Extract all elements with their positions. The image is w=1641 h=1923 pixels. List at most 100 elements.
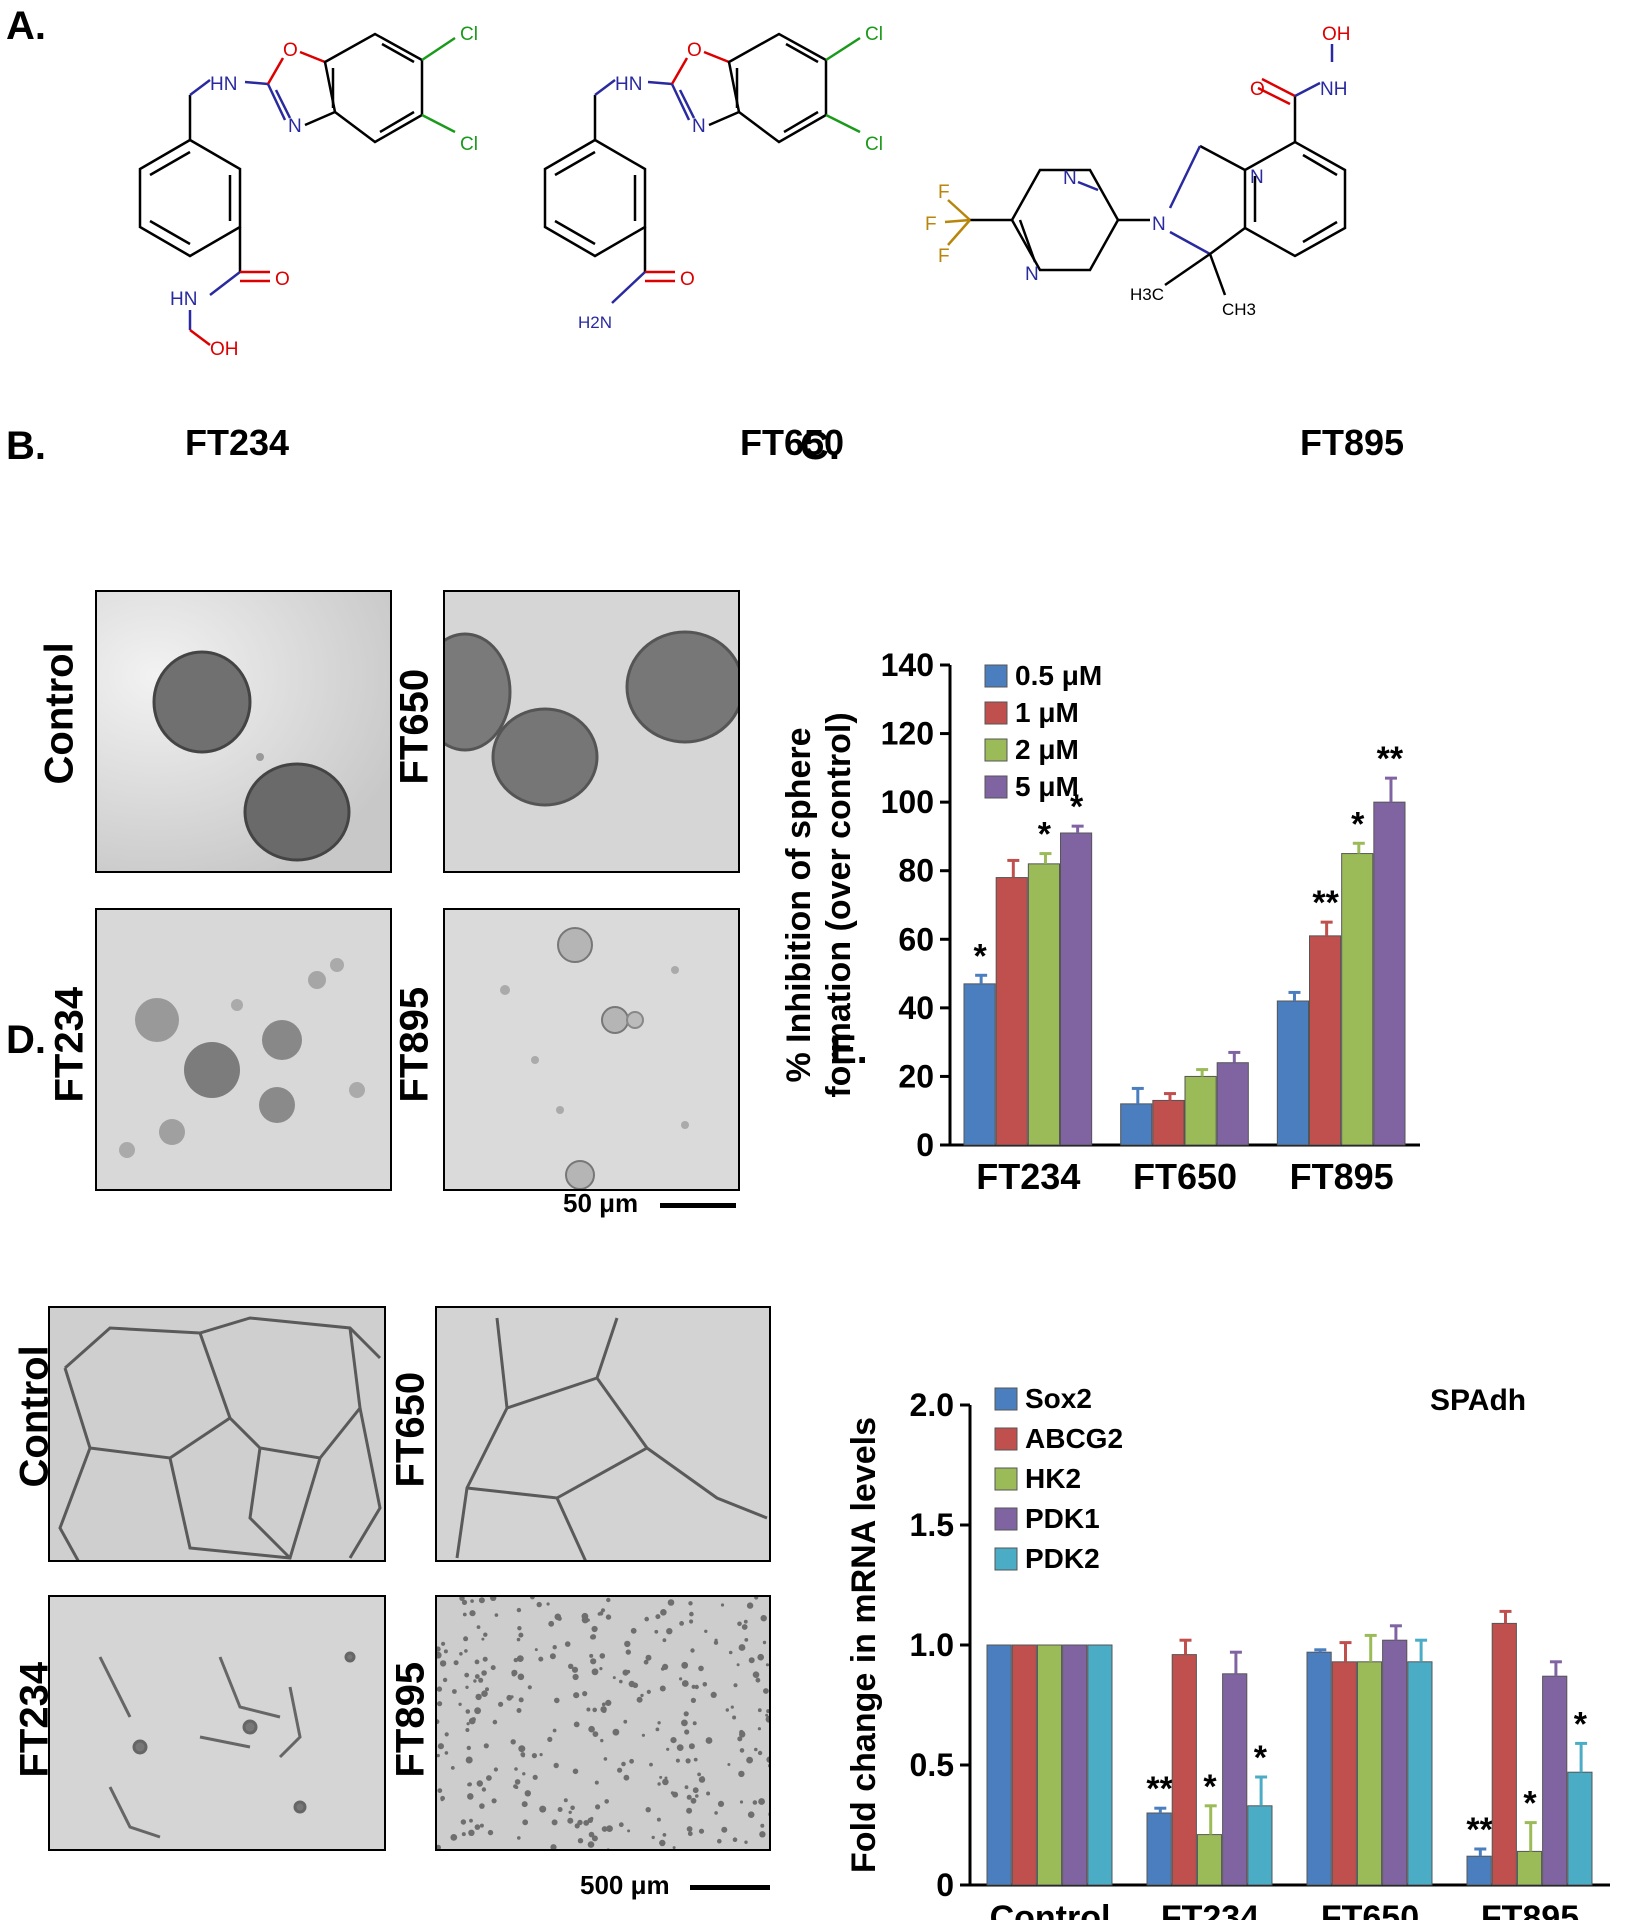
cell-dot [704, 1629, 708, 1633]
cell-dot [590, 1658, 597, 1665]
cell-dot [692, 1721, 697, 1726]
compound-name-ft234: FT234 [185, 422, 290, 463]
bar [1146, 1812, 1172, 1886]
atom-n: N [1152, 214, 1166, 235]
cell-dot [465, 1756, 473, 1764]
cell-dot [601, 1702, 606, 1707]
cell-dot [586, 1707, 591, 1712]
cell-dot [483, 1632, 488, 1637]
cell-dot [697, 1772, 701, 1777]
cell-dot [510, 1739, 516, 1745]
cell-dot [461, 1599, 468, 1605]
cell-dot [691, 1684, 696, 1689]
bar [1120, 1103, 1153, 1146]
cell-dot [688, 1743, 695, 1750]
cell-dot [518, 1745, 526, 1753]
significance-marker: ** [1377, 740, 1404, 778]
cell-dot [510, 1695, 514, 1699]
cell-dot [444, 1751, 449, 1755]
legend-label: ABCG2 [1025, 1423, 1123, 1454]
cell-dot [492, 1719, 498, 1725]
cell-dot [437, 1686, 443, 1692]
bar [1373, 801, 1406, 1146]
cell-dot [686, 1794, 692, 1800]
scale-bar-label-b: 50 μm [563, 1188, 639, 1218]
atom-o: O [680, 269, 695, 290]
cell-dot [730, 1705, 734, 1709]
cell-dot [450, 1766, 455, 1770]
cell-dot [474, 1674, 480, 1679]
atom-hn: HN [615, 74, 642, 95]
cell-dot [581, 1612, 589, 1620]
bar [1276, 1000, 1310, 1146]
bar [1184, 1075, 1217, 1146]
cell-dot [687, 1831, 693, 1837]
cell-dot [594, 1780, 599, 1785]
legend-swatch [984, 738, 1008, 762]
cell-dot [437, 1701, 443, 1707]
cell-dot [536, 1601, 542, 1608]
cell-dot [595, 1804, 601, 1810]
cell-dot [491, 1798, 497, 1804]
cell-dot [591, 1835, 598, 1842]
cell-dot [623, 1719, 628, 1724]
cell-dot [686, 1807, 693, 1814]
cell-dot [659, 1839, 666, 1847]
legend-label: 5 μM [1015, 771, 1079, 802]
cell-dot [521, 1801, 528, 1808]
cell-dot [485, 1687, 489, 1692]
legend-swatch [994, 1507, 1018, 1531]
cell-dot [476, 1780, 483, 1787]
atom-n: N [1063, 168, 1077, 189]
bar [1356, 1661, 1383, 1886]
cell-dot [490, 1665, 496, 1671]
cell-dot [467, 1782, 472, 1787]
cell-dot [762, 1640, 767, 1645]
cell-dot [621, 1761, 626, 1767]
bar [1171, 1654, 1197, 1886]
cell-dot [443, 1649, 448, 1654]
cell-dot [462, 1612, 467, 1617]
cell-dot [612, 1676, 616, 1680]
bar [1542, 1675, 1568, 1886]
cell-dot [643, 1659, 649, 1665]
cell-dot [705, 1737, 713, 1744]
cell-dot [588, 1725, 595, 1733]
cell-dot [550, 1844, 557, 1849]
bar [1196, 1834, 1223, 1886]
cell-dot [588, 1831, 595, 1838]
atom-nh: NH [1320, 79, 1347, 100]
cell-dot [690, 1697, 696, 1703]
bar [1060, 832, 1093, 1146]
cell-dot [518, 1697, 524, 1703]
cell-dot [766, 1709, 769, 1714]
cell-dot [679, 1621, 684, 1626]
cell-dot [641, 1733, 645, 1737]
bar [1309, 935, 1342, 1146]
tube-image-control [48, 1306, 386, 1562]
significance-marker: * [1254, 1739, 1268, 1777]
cell-dot [441, 1641, 446, 1646]
y-tick-label: 1.0 [910, 1627, 954, 1663]
cell-dot [645, 1807, 651, 1813]
bar [1062, 1644, 1088, 1886]
panel-label-a: A. [6, 4, 46, 48]
cell-dot [481, 1637, 485, 1641]
legend-swatch [994, 1427, 1018, 1451]
cell-dot [517, 1836, 521, 1840]
cell-dot [571, 1666, 579, 1673]
cell-dot [744, 1840, 748, 1844]
cell-dot [765, 1663, 769, 1667]
category-label: FT234 [976, 1156, 1080, 1197]
cell-dot [662, 1778, 669, 1786]
cell-dot [481, 1787, 487, 1792]
cell-dot [666, 1628, 673, 1635]
cell-dot [690, 1648, 695, 1653]
cell-dot [516, 1607, 522, 1613]
legend-label: PDK2 [1025, 1543, 1100, 1574]
cell-dot [539, 1753, 543, 1757]
legend-label: HK2 [1025, 1463, 1081, 1494]
cell-dot [657, 1782, 661, 1786]
cell-dot [743, 1619, 748, 1624]
cell-dot [748, 1657, 755, 1664]
